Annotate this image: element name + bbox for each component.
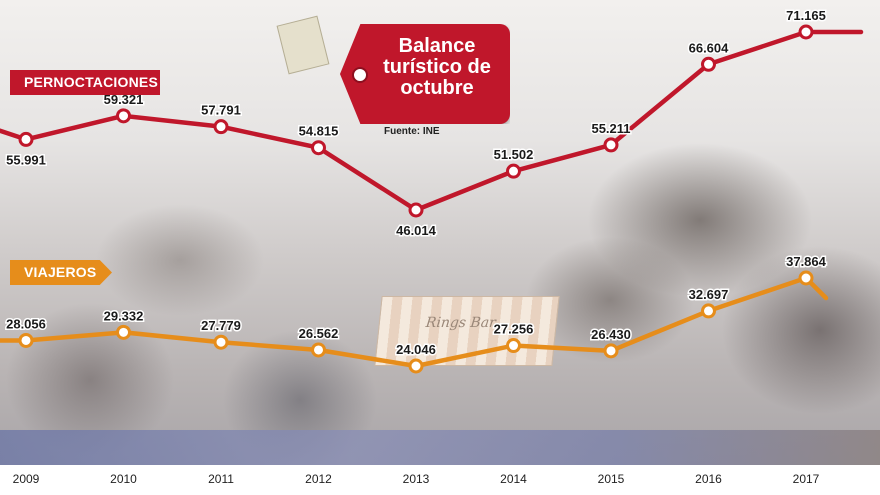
- viajeros-value-label-2014: 27.256: [494, 322, 534, 337]
- pernoctaciones-point-2014: [506, 163, 521, 179]
- pernoctaciones-point-2009: [18, 131, 34, 147]
- pernoctaciones-point-2017: [798, 24, 814, 40]
- viajeros-point-2010: [116, 324, 131, 340]
- pernoctaciones-label: PERNOCTACIONES: [10, 70, 160, 95]
- viajeros-value-label-2012: 26.562: [299, 326, 339, 341]
- tag-hole-icon: [352, 67, 368, 83]
- viajeros-value-label-2013: 24.046: [396, 342, 436, 357]
- tag-shape: [340, 24, 510, 124]
- source-note: Fuente: INE: [384, 126, 440, 137]
- photo-floor: [0, 430, 880, 465]
- viajeros-point-2012: [311, 342, 326, 358]
- x-tick-label-2014: 2014: [500, 472, 527, 486]
- viajeros-value-label-2010: 29.332: [104, 308, 144, 323]
- viajeros-point-2017: [798, 270, 814, 286]
- viajeros-point-2009: [18, 332, 34, 348]
- pernoctaciones-point-2010: [116, 108, 131, 124]
- pernoctaciones-value-label-2014: 51.502: [494, 147, 534, 162]
- pernoctaciones-point-2011: [213, 119, 229, 135]
- x-tick-label-2013: 2013: [403, 472, 430, 486]
- x-tick-label-2010: 2010: [110, 472, 137, 486]
- viajeros-value-label-2015: 26.430: [591, 327, 631, 342]
- viajeros-value-label-2009: 28.056: [6, 316, 46, 331]
- viajeros-value-label-2016: 32.697: [689, 287, 729, 302]
- pernoctaciones-value-label-2011: 57.791: [201, 103, 241, 118]
- viajeros-point-2015: [603, 343, 619, 359]
- viajeros-value-label-2011: 27.779: [201, 318, 241, 333]
- x-axis-band: [0, 465, 880, 495]
- viajeros-point-2011: [213, 334, 229, 350]
- viajeros-point-2016: [701, 303, 716, 319]
- viajeros-label: VIAJEROS: [10, 260, 112, 285]
- pernoctaciones-value-label-2009: 55.991: [6, 152, 46, 167]
- viajeros-point-2014: [506, 338, 521, 354]
- chart-title: Balance turístico de octubre: [383, 35, 491, 99]
- viajeros-point-2013: [408, 358, 424, 374]
- pernoctaciones-value-label-2017: 71.165: [786, 8, 826, 23]
- x-tick-label-2012: 2012: [305, 472, 332, 486]
- x-tick-label-2009: 2009: [13, 472, 40, 486]
- viajeros-value-label-2017: 37.864: [786, 254, 827, 269]
- pernoctaciones-point-2012: [311, 140, 326, 156]
- pernoctaciones-value-label-2015: 55.211: [591, 121, 630, 136]
- x-tick-label-2015: 2015: [598, 472, 625, 486]
- pernoctaciones-point-2016: [701, 56, 716, 72]
- pernoctaciones-point-2015: [603, 137, 619, 153]
- x-tick-label-2017: 2017: [793, 472, 820, 486]
- title-tag: Balance turístico de octubre: [340, 24, 510, 124]
- pernoctaciones-point-2013: [408, 202, 424, 218]
- pernoctaciones-value-label-2016: 66.604: [689, 40, 730, 55]
- x-tick-label-2011: 2011: [208, 472, 234, 486]
- x-tick-label-2016: 2016: [695, 472, 722, 486]
- pernoctaciones-value-label-2012: 54.815: [299, 124, 339, 139]
- pernoctaciones-value-label-2013: 46.014: [396, 223, 437, 238]
